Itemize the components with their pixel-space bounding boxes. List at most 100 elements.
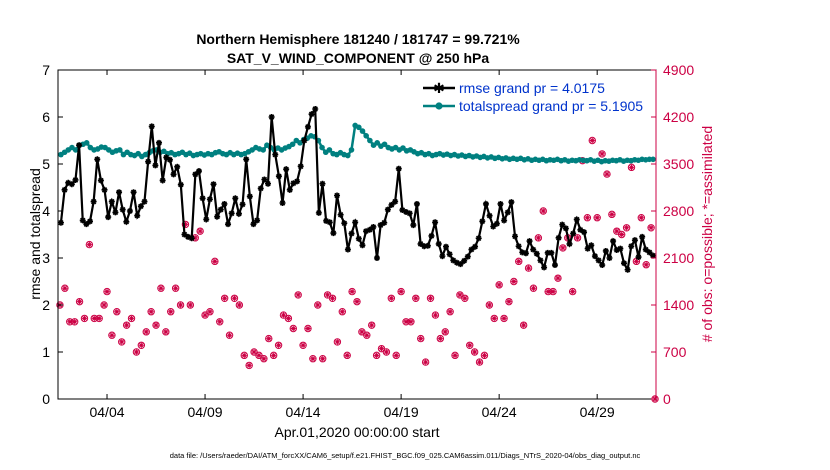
totalspread-point xyxy=(381,141,388,148)
obs-possible-point xyxy=(171,284,180,292)
obs-assimilated-point xyxy=(457,292,463,298)
obs-possible-point xyxy=(368,321,376,329)
rmse-point xyxy=(501,217,508,224)
obs-possible-point xyxy=(255,351,263,360)
obs-possible-point xyxy=(461,294,469,302)
obs-assimilated-point xyxy=(540,208,546,214)
obs-assimilated-point xyxy=(290,325,296,332)
obs-possible-point xyxy=(407,318,415,326)
totalspread-point xyxy=(289,141,296,148)
obs-assimilated-point xyxy=(418,335,424,342)
left-y-axis-label: rmse and totalspread xyxy=(27,168,43,300)
obs-possible-point xyxy=(598,150,606,158)
obs-assimilated-point xyxy=(182,221,189,228)
obs-assimilated-point xyxy=(511,278,517,285)
obs-assimilated-point xyxy=(354,299,360,305)
obs-assimilated-point xyxy=(423,359,429,365)
obs-assimilated-point xyxy=(442,329,448,335)
rmse-point xyxy=(323,217,330,224)
rmse-point xyxy=(188,235,195,242)
obs-assimilated-point xyxy=(76,299,83,305)
obs-assimilated-point xyxy=(91,315,97,322)
rmse-point xyxy=(599,262,606,269)
obs-assimilated-point xyxy=(359,329,365,335)
rmse-point xyxy=(90,198,97,205)
obs-assimilated-point xyxy=(207,309,213,315)
obs-assimilated-point xyxy=(212,258,218,264)
obs-possible-point xyxy=(417,334,425,343)
rmse-point xyxy=(421,243,428,250)
obs-assimilated-point xyxy=(285,315,291,322)
obs-possible-point xyxy=(137,341,146,349)
obs-assimilated-point xyxy=(619,231,625,238)
rmse-point xyxy=(395,165,402,172)
rmse-point xyxy=(57,219,64,226)
obs-possible-point xyxy=(480,351,489,360)
rmse-point xyxy=(493,220,500,227)
rmse-point xyxy=(559,221,566,228)
totalspread-point xyxy=(650,156,656,163)
rmse-point xyxy=(544,249,551,256)
obs-assimilated-point xyxy=(550,288,556,295)
totalspread-point xyxy=(297,140,303,146)
obs-assimilated-point xyxy=(560,245,566,251)
rmse-point xyxy=(413,200,420,207)
rmse-point xyxy=(344,246,351,253)
rmse-point xyxy=(210,181,217,188)
rmse-point xyxy=(275,173,282,180)
rmse-point xyxy=(94,156,101,163)
x-axis-label: Apr.01,2020 00:00:00 start xyxy=(274,424,439,440)
obs-possible-point xyxy=(80,314,89,323)
obs-assimilated-point xyxy=(334,339,340,345)
rmse-point xyxy=(159,177,166,184)
obs-possible-point xyxy=(363,331,371,339)
obs-possible-point xyxy=(211,257,219,266)
obs-possible-point xyxy=(426,294,435,302)
obs-assimilated-point xyxy=(271,352,277,358)
obs-assimilated-point xyxy=(217,319,223,325)
obs-assimilated-point xyxy=(516,258,522,264)
obs-assimilated-point xyxy=(109,332,115,338)
obs-possible-point xyxy=(593,214,601,222)
obs-assimilated-point xyxy=(574,235,581,241)
rmse-point xyxy=(639,233,646,240)
rmse-point xyxy=(642,246,649,253)
rmse-point xyxy=(65,179,72,186)
obs-possible-point xyxy=(613,227,621,235)
rmse-point xyxy=(337,211,344,218)
rmse-point xyxy=(235,210,242,217)
rmse-point xyxy=(482,200,489,207)
obs-assimilated-point xyxy=(378,346,385,352)
rmse-point xyxy=(399,207,406,214)
obs-possible-point xyxy=(122,321,131,329)
data-file-footer: data file: /Users/raeder/DAI/ATM_forcXX/… xyxy=(170,451,641,460)
rmse-point xyxy=(221,200,228,207)
rmse-point xyxy=(105,214,112,221)
rmse-point xyxy=(301,137,308,144)
obs-possible-point xyxy=(500,314,508,323)
obs-possible-point xyxy=(333,338,342,346)
obs-assimilated-point xyxy=(256,352,262,358)
obs-possible-point xyxy=(451,351,459,360)
obs-possible-point xyxy=(269,351,278,360)
obs-possible-point xyxy=(431,311,440,319)
rmse-point xyxy=(403,208,410,215)
obs-possible-point xyxy=(70,318,79,326)
obs-assimilated-point xyxy=(570,288,576,295)
rmse-point xyxy=(533,250,540,257)
rmse-point xyxy=(195,168,202,175)
rmse-point xyxy=(308,111,315,118)
rmse-point xyxy=(341,220,348,227)
rmse-point xyxy=(286,186,293,193)
rmse-point xyxy=(497,200,504,207)
rmse-point xyxy=(145,158,152,165)
obs-assimilated-point xyxy=(168,309,174,315)
rmse-point xyxy=(577,226,584,233)
obs-assimilated-point xyxy=(462,295,468,301)
obs-possible-point xyxy=(436,334,445,343)
chart-title-line-1: Northern Hemisphere 181240 / 181747 = 99… xyxy=(196,31,520,47)
obs-possible-point xyxy=(622,224,631,232)
rmse-point xyxy=(490,223,497,230)
obs-assimilated-point xyxy=(427,295,434,301)
rmse-point xyxy=(613,247,620,254)
